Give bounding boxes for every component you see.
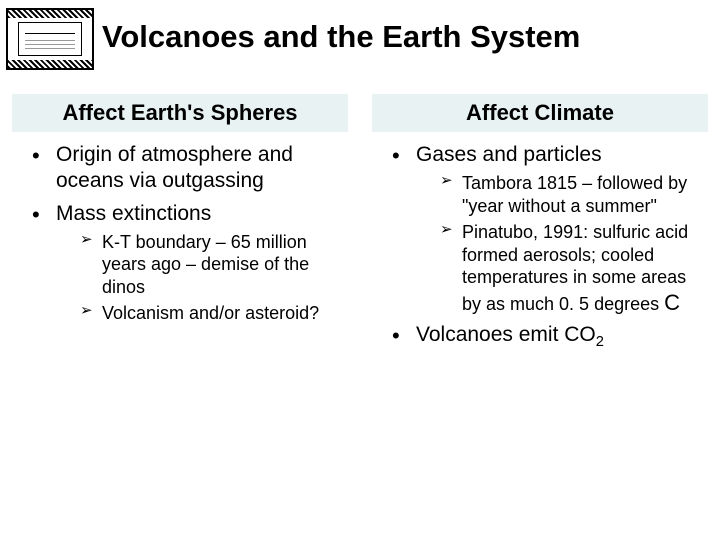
right-bullet-1-text: Gases and particles (416, 143, 602, 166)
right-bullet-1: Gases and particles Tambora 1815 – follo… (392, 142, 708, 316)
right-bullet-2: Volcanoes emit CO2 (392, 322, 708, 352)
degree-c: C (664, 290, 680, 315)
right-sub-2: Pinatubo, 1991: sulfuric acid formed aer… (440, 221, 708, 316)
right-bullet-2-text: Volcanoes emit CO (416, 323, 596, 346)
left-bullet-list: Origin of atmosphere and oceans via outg… (12, 142, 348, 325)
right-sub-2-text: Pinatubo, 1991: sulfuric acid formed aer… (462, 222, 688, 314)
page-title: Volcanoes and the Earth System (102, 8, 580, 54)
left-bullet-2-text: Mass extinctions (56, 202, 211, 225)
header-row: Volcanoes and the Earth System (0, 0, 720, 74)
left-sub-list: K-T boundary – 65 million years ago – de… (56, 231, 348, 325)
right-sub-list: Tambora 1815 – followed by "year without… (416, 172, 708, 316)
column-left: Affect Earth's Spheres Origin of atmosph… (0, 94, 360, 358)
left-sub-2: Volcanism and/or asteroid? (80, 302, 348, 325)
left-sub-1: K-T boundary – 65 million years ago – de… (80, 231, 348, 299)
column-right: Affect Climate Gases and particles Tambo… (360, 94, 720, 358)
left-column-header: Affect Earth's Spheres (12, 94, 348, 132)
two-column-layout: Affect Earth's Spheres Origin of atmosph… (0, 94, 720, 358)
co2-subscript: 2 (596, 334, 604, 350)
right-sub-1: Tambora 1815 – followed by "year without… (440, 172, 708, 217)
left-bullet-1: Origin of atmosphere and oceans via outg… (32, 142, 348, 195)
right-column-header: Affect Climate (372, 94, 708, 132)
notebook-icon (6, 8, 94, 70)
left-bullet-2: Mass extinctions K-T boundary – 65 milli… (32, 201, 348, 325)
right-bullet-list: Gases and particles Tambora 1815 – follo… (372, 142, 708, 352)
